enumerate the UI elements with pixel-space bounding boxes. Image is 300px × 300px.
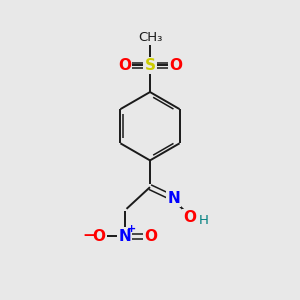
Text: −: − — [83, 228, 95, 243]
Text: H: H — [198, 214, 208, 226]
Text: O: O — [93, 229, 106, 244]
Text: O: O — [184, 210, 196, 225]
Text: O: O — [144, 229, 157, 244]
Text: +: + — [127, 224, 136, 234]
Text: O: O — [118, 58, 131, 73]
Text: N: N — [118, 229, 131, 244]
Text: S: S — [145, 58, 155, 73]
Text: N: N — [167, 191, 180, 206]
Text: CH₃: CH₃ — [138, 31, 162, 44]
Text: O: O — [169, 58, 182, 73]
